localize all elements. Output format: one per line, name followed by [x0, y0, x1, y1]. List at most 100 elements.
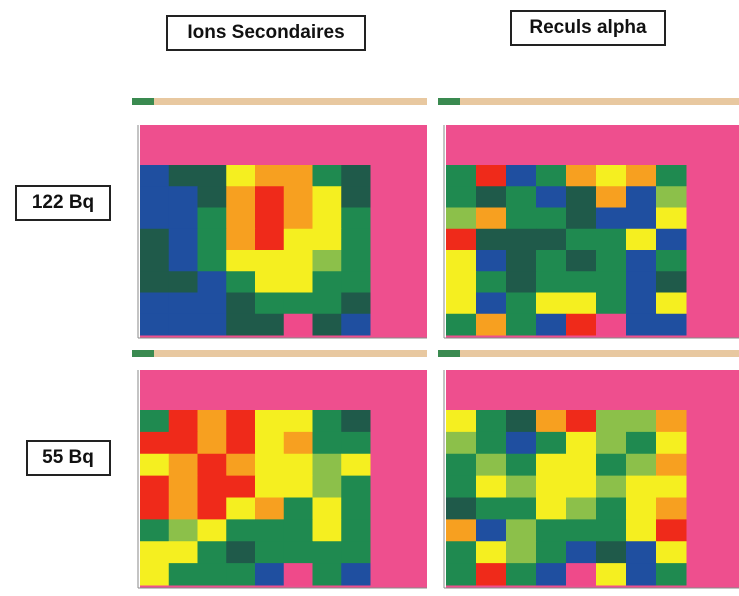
heatmap-cell — [341, 207, 371, 230]
heatmap-cell — [312, 250, 342, 272]
heatmap-cell — [446, 228, 477, 251]
heatmap-cell — [283, 453, 313, 477]
heatmap-cell — [596, 250, 627, 272]
heatmap-cell — [140, 410, 170, 433]
heatmap-cell — [226, 410, 256, 433]
heatmap-cell — [536, 271, 567, 293]
heatmap-cell — [536, 475, 567, 498]
heatmap-cell — [656, 475, 687, 498]
heatmap-cell — [140, 228, 170, 251]
heatmap-cell — [626, 271, 657, 293]
heatmap-cell — [226, 186, 256, 208]
heatmap-cell — [168, 186, 198, 208]
heatmap-cell — [341, 519, 371, 542]
heatmap-cell — [168, 453, 198, 477]
heatmap-cell — [626, 292, 657, 315]
heatmap-cell — [656, 431, 687, 455]
heatmap-cell — [140, 313, 170, 336]
heatmap-cell — [312, 431, 342, 455]
heatmap-cell — [656, 207, 687, 230]
heatmap-cell — [255, 292, 285, 315]
heatmap-cell — [566, 410, 597, 433]
heatmap-cell — [255, 563, 285, 586]
heatmap-cell — [446, 453, 477, 477]
heatmap-cell — [197, 313, 227, 336]
heatmap-cell — [596, 186, 627, 208]
heatmap-cell — [341, 563, 371, 586]
heatmap-cell — [446, 271, 477, 293]
heatmap-cell — [197, 292, 227, 315]
heatmap-cell — [283, 250, 313, 272]
heatmap-cell — [255, 541, 285, 564]
panel-titlebar — [132, 350, 427, 357]
heatmap-cell — [626, 165, 657, 187]
heatmap-cell — [506, 186, 537, 208]
heatmap-cell — [312, 519, 342, 542]
heatmap-cell — [596, 313, 627, 336]
heatmap-cell — [536, 207, 567, 230]
heatmap-cell — [596, 453, 627, 477]
heatmap-cell — [226, 313, 256, 336]
heatmap-cell — [197, 431, 227, 455]
panel-button — [132, 98, 154, 105]
heatmap-cell — [197, 228, 227, 251]
heatmap-cell — [566, 453, 597, 477]
heatmap-cell — [626, 563, 657, 586]
heatmap-cell — [140, 475, 170, 498]
heatmap-cell — [197, 271, 227, 293]
heatmap-cell — [506, 207, 537, 230]
heatmap-cell — [255, 207, 285, 230]
heatmap-cell — [226, 453, 256, 477]
heatmap-cell — [197, 410, 227, 433]
heatmap-cell — [168, 563, 198, 586]
heatmap-cell — [566, 541, 597, 564]
heatmap-cell — [446, 250, 477, 272]
heatmap-cell — [506, 250, 537, 272]
heatmap-cell — [255, 410, 285, 433]
heatmap-cell — [341, 292, 371, 315]
heatmap-cell — [140, 497, 170, 520]
heatmap-cell — [283, 410, 313, 433]
heatmap-cell — [197, 475, 227, 498]
heatmap-cell — [446, 292, 477, 315]
heatmap-cell — [536, 313, 567, 336]
heatmap-cell — [566, 228, 597, 251]
heatmap-cell — [168, 519, 198, 542]
heatmap-cell — [255, 228, 285, 251]
heatmap-cell — [197, 207, 227, 230]
heatmap-cell — [476, 313, 507, 336]
heatmap-cell — [566, 563, 597, 586]
heatmap-cell — [566, 271, 597, 293]
panel-titlebar — [132, 98, 427, 105]
heatmap-cell — [476, 207, 507, 230]
heatmap-cell — [446, 313, 477, 336]
heatmap-cell — [476, 228, 507, 251]
heatmap-cell — [626, 519, 657, 542]
column-header-box — [510, 10, 666, 46]
row-label-box — [26, 440, 111, 476]
heatmap-cell — [168, 165, 198, 187]
heatmap-cell — [656, 497, 687, 520]
heatmap-cell — [140, 541, 170, 564]
heatmap-cell — [656, 453, 687, 477]
heatmap-cell — [476, 541, 507, 564]
heatmap-cell — [566, 292, 597, 315]
heatmap-cell — [476, 292, 507, 315]
heatmap-cell — [197, 250, 227, 272]
heatmap-cell — [476, 250, 507, 272]
heatmap-cell — [476, 410, 507, 433]
heatmap-cell — [197, 519, 227, 542]
heatmap-cell — [341, 228, 371, 251]
heatmap-cell — [536, 292, 567, 315]
column-header: Reculs alpha — [529, 17, 647, 38]
heatmap-cell — [140, 563, 170, 586]
heatmap-cell — [226, 165, 256, 187]
heatmap-cell — [506, 431, 537, 455]
heatmap-cell — [506, 228, 537, 251]
heatmap-cell — [656, 410, 687, 433]
heatmap-cell — [283, 497, 313, 520]
heatmap-cell — [596, 228, 627, 251]
heatmap-cell — [626, 541, 657, 564]
heatmap-cell — [656, 186, 687, 208]
heatmap-cell — [226, 563, 256, 586]
